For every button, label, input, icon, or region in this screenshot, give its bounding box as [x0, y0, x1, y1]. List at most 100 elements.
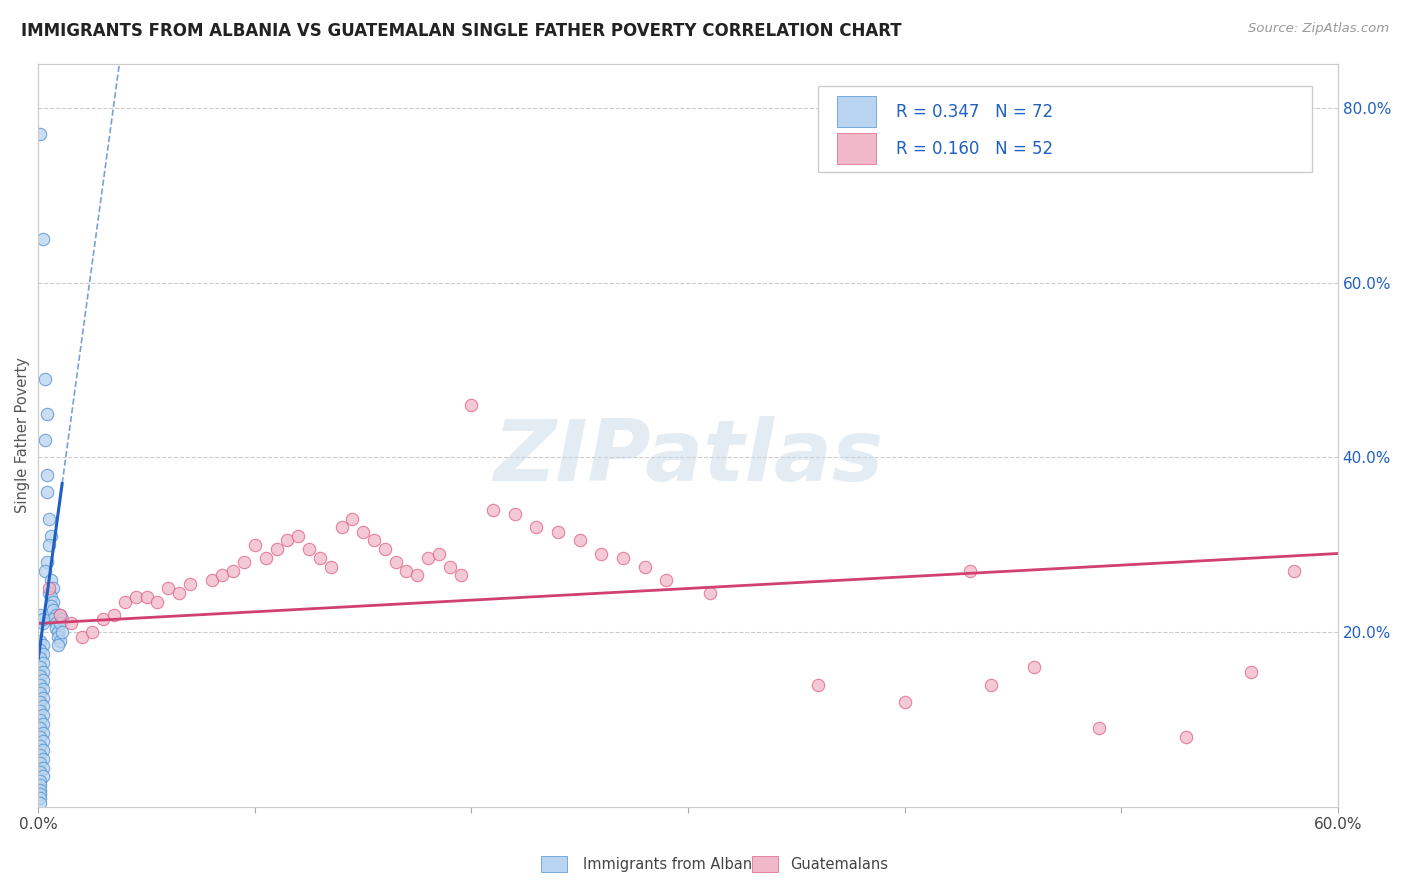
Point: [384, 555, 406, 569]
Point: [34, 564, 56, 578]
Point: [31, 690, 53, 705]
Point: [482, 503, 505, 517]
Point: [167, 586, 190, 600]
Point: [1240, 665, 1263, 679]
Point: [45, 607, 67, 622]
Point: [319, 559, 342, 574]
Point: [51, 625, 73, 640]
Point: [35, 555, 58, 569]
Point: [1284, 564, 1306, 578]
Point: [959, 564, 981, 578]
Point: [30, 642, 52, 657]
Point: [45, 616, 67, 631]
Bar: [838, 96, 876, 128]
Text: R = 0.347   N = 72: R = 0.347 N = 72: [896, 103, 1053, 120]
Point: [980, 678, 1002, 692]
Point: [41, 591, 63, 605]
Point: [31, 717, 53, 731]
Point: [114, 594, 136, 608]
Point: [70, 630, 93, 644]
Point: [222, 564, 245, 578]
Point: [30, 796, 52, 810]
Point: [38, 511, 60, 525]
Point: [634, 559, 657, 574]
Point: [30, 127, 52, 141]
Text: R = 0.160   N = 52: R = 0.160 N = 52: [896, 140, 1053, 158]
Point: [211, 568, 233, 582]
Point: [42, 582, 65, 596]
Point: [30, 778, 52, 792]
Point: [34, 433, 56, 447]
Point: [363, 533, 385, 548]
Point: [30, 660, 52, 674]
Point: [135, 591, 157, 605]
Point: [30, 678, 52, 692]
Point: [308, 550, 330, 565]
Point: [503, 507, 526, 521]
Point: [179, 577, 201, 591]
Point: [30, 739, 52, 753]
Point: [30, 764, 52, 779]
Point: [30, 773, 52, 788]
Point: [30, 686, 52, 700]
Text: IMMIGRANTS FROM ALBANIA VS GUATEMALAN SINGLE FATHER POVERTY CORRELATION CHART: IMMIGRANTS FROM ALBANIA VS GUATEMALAN SI…: [21, 22, 901, 40]
Point: [42, 594, 65, 608]
Point: [30, 713, 52, 727]
Point: [30, 747, 52, 762]
Point: [41, 599, 63, 613]
Point: [30, 607, 52, 622]
Point: [31, 734, 53, 748]
Point: [1024, 660, 1046, 674]
Point: [699, 586, 721, 600]
Point: [31, 769, 53, 783]
Point: [46, 638, 69, 652]
Point: [450, 568, 472, 582]
Point: [49, 616, 72, 631]
Y-axis label: Single Father Poverty: Single Father Poverty: [15, 358, 30, 514]
Point: [30, 730, 52, 744]
Point: [49, 607, 72, 622]
Point: [526, 520, 548, 534]
Point: [406, 568, 429, 582]
Point: [46, 630, 69, 644]
Point: [427, 547, 450, 561]
Point: [416, 550, 439, 565]
Point: [30, 651, 52, 665]
Point: [330, 520, 353, 534]
Point: [31, 232, 53, 246]
Point: [547, 524, 569, 539]
Point: [30, 722, 52, 736]
Text: ZIPatlas: ZIPatlas: [494, 417, 883, 500]
Point: [146, 594, 169, 608]
Point: [41, 529, 63, 543]
Point: [395, 564, 418, 578]
Text: Source: ZipAtlas.com: Source: ZipAtlas.com: [1249, 22, 1389, 36]
Point: [38, 582, 60, 596]
Point: [46, 625, 69, 640]
Point: [591, 547, 613, 561]
Point: [31, 638, 53, 652]
Point: [460, 398, 482, 412]
Bar: [838, 133, 876, 164]
Point: [30, 791, 52, 805]
Point: [35, 407, 58, 421]
Text: Guatemalans: Guatemalans: [790, 857, 889, 871]
Point: [243, 538, 266, 552]
Point: [91, 612, 114, 626]
Point: [30, 756, 52, 771]
Point: [31, 752, 53, 766]
Point: [31, 647, 53, 661]
Point: [51, 612, 73, 626]
Point: [298, 542, 321, 557]
Point: [49, 634, 72, 648]
Point: [31, 673, 53, 688]
Point: [30, 704, 52, 718]
Point: [31, 656, 53, 670]
Point: [42, 603, 65, 617]
Point: [1088, 722, 1111, 736]
Point: [30, 695, 52, 709]
Point: [45, 621, 67, 635]
Point: [157, 582, 180, 596]
Point: [1175, 730, 1198, 744]
Point: [287, 529, 309, 543]
